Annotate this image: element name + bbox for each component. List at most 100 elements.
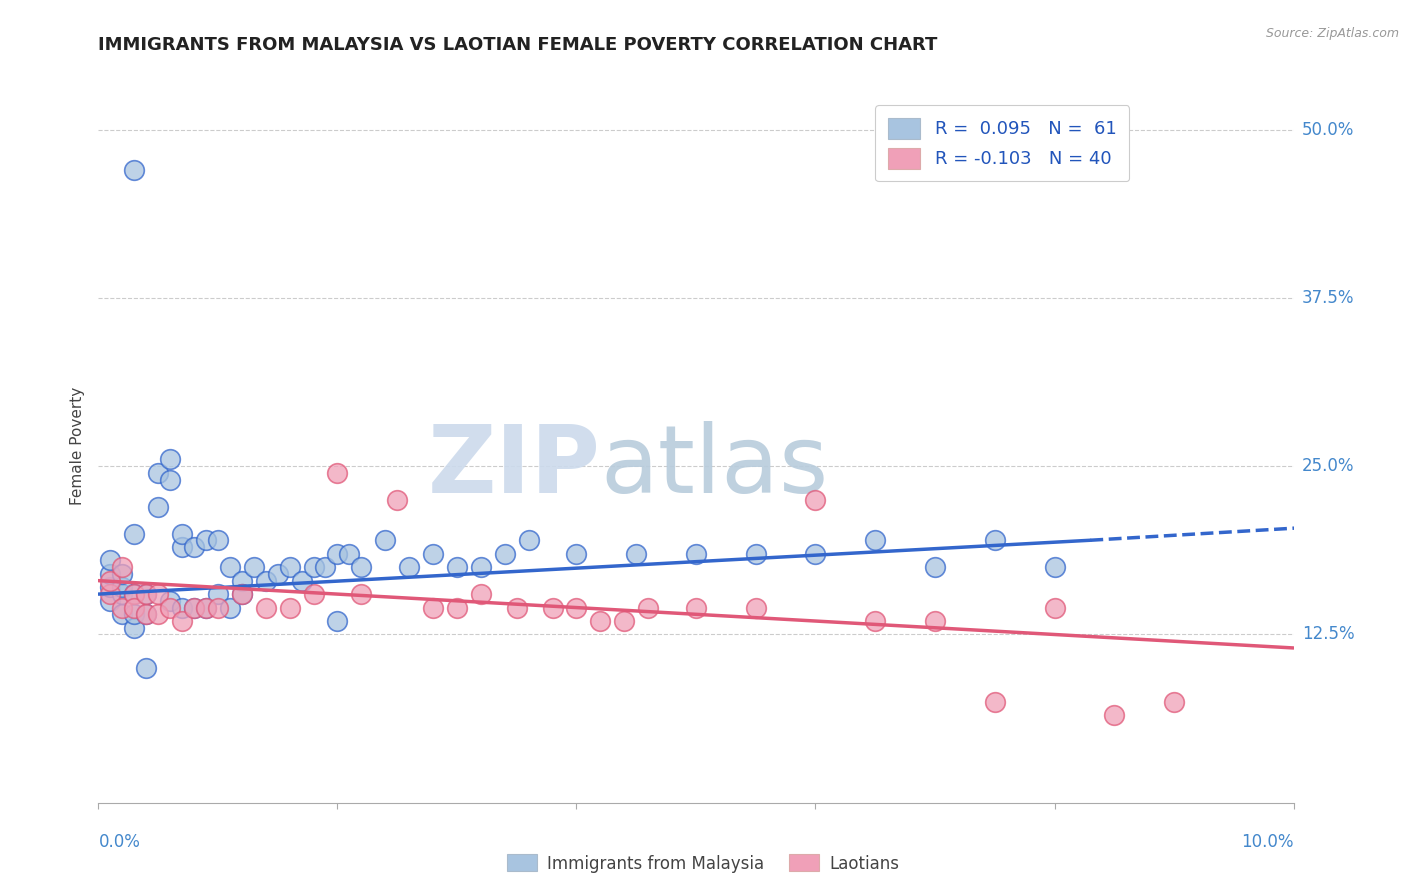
Point (207, 587, 229, 601)
Point (745, 547, 768, 561)
Point (183, 600, 205, 615)
Point (172, 600, 194, 615)
Point (98, 587, 122, 601)
Point (1163, 695, 1185, 709)
Point (148, 587, 170, 601)
Point (159, 600, 181, 615)
Point (98, 594, 122, 608)
Point (924, 560, 946, 574)
Point (254, 600, 277, 615)
Text: 50.0%: 50.0% (1302, 120, 1354, 138)
Point (194, 600, 218, 615)
Point (637, 600, 659, 615)
Point (685, 547, 707, 561)
Point (243, 560, 266, 574)
Text: 37.5%: 37.5% (1302, 289, 1354, 307)
Point (470, 560, 492, 574)
Point (124, 163, 146, 178)
Point (135, 587, 157, 601)
Point (613, 614, 636, 628)
Point (315, 560, 337, 574)
Point (541, 600, 564, 615)
Point (124, 607, 146, 622)
Point (446, 600, 468, 615)
Text: 12.5%: 12.5% (1302, 625, 1354, 643)
Point (159, 594, 181, 608)
Text: Source: ZipAtlas.com: Source: ZipAtlas.com (1265, 27, 1399, 40)
Legend: Immigrants from Malaysia, Laotians: Immigrants from Malaysia, Laotians (501, 847, 905, 880)
Point (278, 600, 301, 615)
Point (350, 587, 373, 601)
Point (685, 600, 707, 615)
Point (98, 566, 122, 581)
Point (111, 600, 134, 615)
Point (231, 587, 253, 601)
Text: ZIP: ZIP (427, 421, 600, 514)
Point (494, 547, 516, 561)
Point (804, 492, 827, 507)
Point (267, 566, 290, 581)
Text: atlas: atlas (600, 421, 828, 514)
Point (326, 614, 349, 628)
Point (385, 492, 409, 507)
Point (111, 587, 134, 601)
Point (470, 587, 492, 601)
Point (254, 574, 277, 588)
Point (1104, 708, 1126, 723)
Point (159, 473, 181, 487)
Point (983, 695, 1005, 709)
Point (194, 600, 218, 615)
Point (135, 661, 157, 675)
Point (326, 466, 349, 480)
Point (124, 600, 146, 615)
Point (111, 560, 134, 574)
Point (506, 600, 529, 615)
Point (398, 560, 420, 574)
Point (98, 580, 122, 594)
Point (159, 452, 181, 467)
Point (148, 500, 170, 514)
Point (207, 600, 229, 615)
Point (302, 587, 325, 601)
Point (422, 600, 444, 615)
Point (207, 533, 229, 548)
Point (219, 600, 242, 615)
Point (183, 540, 205, 554)
Point (339, 547, 360, 561)
Point (111, 566, 134, 581)
Point (98, 553, 122, 567)
Point (231, 574, 253, 588)
Point (148, 607, 170, 622)
Point (124, 621, 146, 635)
Point (124, 587, 146, 601)
Point (422, 547, 444, 561)
Point (804, 547, 827, 561)
Point (589, 614, 612, 628)
Text: IMMIGRANTS FROM MALAYSIA VS LAOTIAN FEMALE POVERTY CORRELATION CHART: IMMIGRANTS FROM MALAYSIA VS LAOTIAN FEMA… (98, 36, 938, 54)
Text: 0.0%: 0.0% (98, 833, 141, 851)
Point (302, 560, 325, 574)
Point (124, 526, 146, 541)
Point (111, 580, 134, 594)
Point (326, 547, 349, 561)
Point (290, 574, 312, 588)
Text: 25.0%: 25.0% (1302, 458, 1354, 475)
Point (219, 560, 242, 574)
Point (624, 547, 647, 561)
Point (148, 466, 170, 480)
Y-axis label: Female Poverty: Female Poverty (70, 387, 86, 505)
Point (172, 540, 194, 554)
Point (924, 614, 946, 628)
Text: 10.0%: 10.0% (1241, 833, 1294, 851)
Point (865, 614, 887, 628)
Point (135, 587, 157, 601)
Point (183, 600, 205, 615)
Point (983, 533, 1005, 548)
Point (278, 560, 301, 574)
Point (172, 526, 194, 541)
Point (135, 607, 157, 622)
Point (745, 600, 768, 615)
Point (350, 560, 373, 574)
Point (565, 600, 588, 615)
Point (1043, 600, 1066, 615)
